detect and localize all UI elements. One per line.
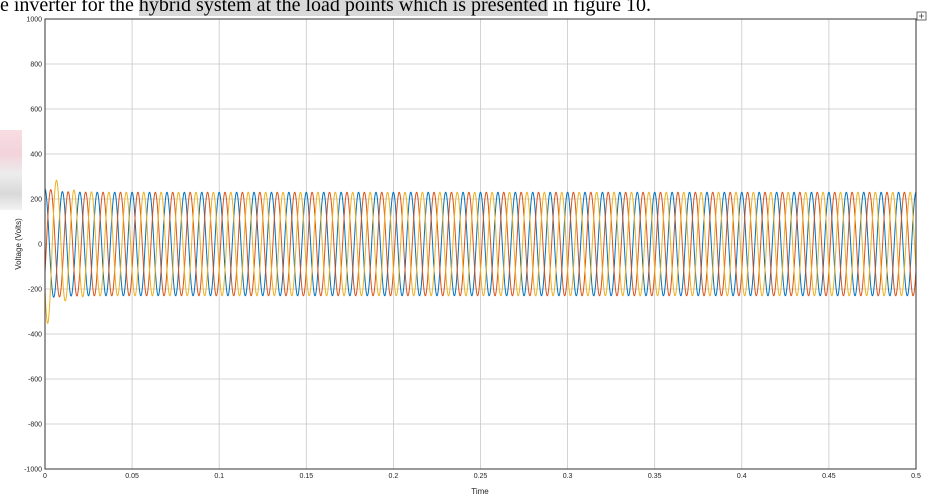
scan-artifact xyxy=(0,130,22,210)
x-tick-label: 0.35 xyxy=(648,473,662,480)
x-tick-label: 0.25 xyxy=(474,473,488,480)
y-tick-label: 600 xyxy=(30,107,42,114)
caption-highlight: hybrid system at the load points which i… xyxy=(138,0,548,16)
y-tick-label: 1000 xyxy=(26,17,42,24)
caption-text: e inverter for the hybrid system at the … xyxy=(0,0,928,16)
x-axis-label: Time xyxy=(471,487,489,496)
caption-after: in figure 10. xyxy=(547,0,651,16)
y-tick-label: -600 xyxy=(28,377,42,384)
plot-frame xyxy=(44,18,917,470)
y-tick-label: 400 xyxy=(30,152,42,159)
y-tick-label: -200 xyxy=(28,287,42,294)
x-tick-label: 0.2 xyxy=(389,473,399,480)
series-line-3 xyxy=(44,179,917,324)
y-axis-label: Voltage (Volts) xyxy=(14,218,23,270)
x-tick-label: 0.15 xyxy=(299,473,313,480)
x-tick-label: 0.4 xyxy=(737,473,747,480)
x-tick-label: 0.5 xyxy=(911,473,921,480)
y-tick-label: 0 xyxy=(38,242,42,249)
y-tick-label: 200 xyxy=(30,197,42,204)
expand-icon[interactable] xyxy=(916,11,927,21)
x-tick-label: 0.3 xyxy=(563,473,573,480)
y-tick-label: 800 xyxy=(30,62,42,69)
series-layer xyxy=(44,179,917,324)
x-tick-label: 0.45 xyxy=(822,473,836,480)
caption-before: e inverter for the xyxy=(0,0,139,16)
x-tick-label: 0.05 xyxy=(125,473,139,480)
y-tick-labels: -1000 -800 -600 -400 -200 0 200 400 600 800 1000 xyxy=(24,17,42,474)
x-tick-label: 0 xyxy=(43,473,47,480)
y-tick-label: -1000 xyxy=(24,467,42,474)
x-tick-label: 0.1 xyxy=(214,473,224,480)
y-tick-label: -400 xyxy=(28,332,42,339)
y-tick-label: -800 xyxy=(28,422,42,429)
x-tick-labels: 0 0.05 0.1 0.15 0.2 0.25 0.3 0.35 0.4 0.45 0.5 xyxy=(43,473,921,480)
